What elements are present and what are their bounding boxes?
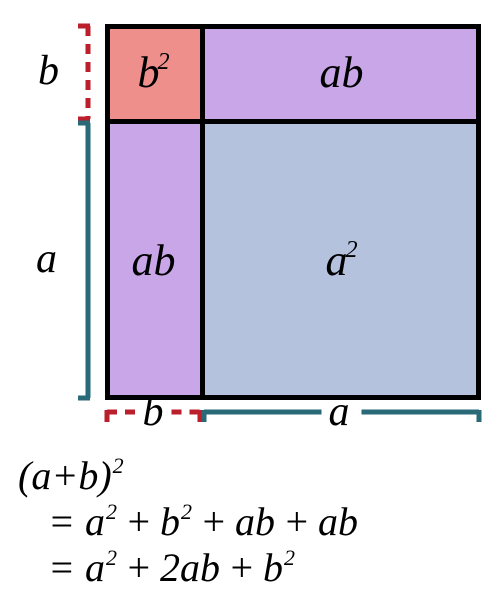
formula-line-1: = a2 + b2 + ab + ab [48, 498, 358, 545]
outer-square [105, 24, 481, 400]
formula-line-2: = a2 + 2ab + b2 [48, 544, 295, 591]
formula-line-0: (a+b)2 [18, 452, 124, 499]
